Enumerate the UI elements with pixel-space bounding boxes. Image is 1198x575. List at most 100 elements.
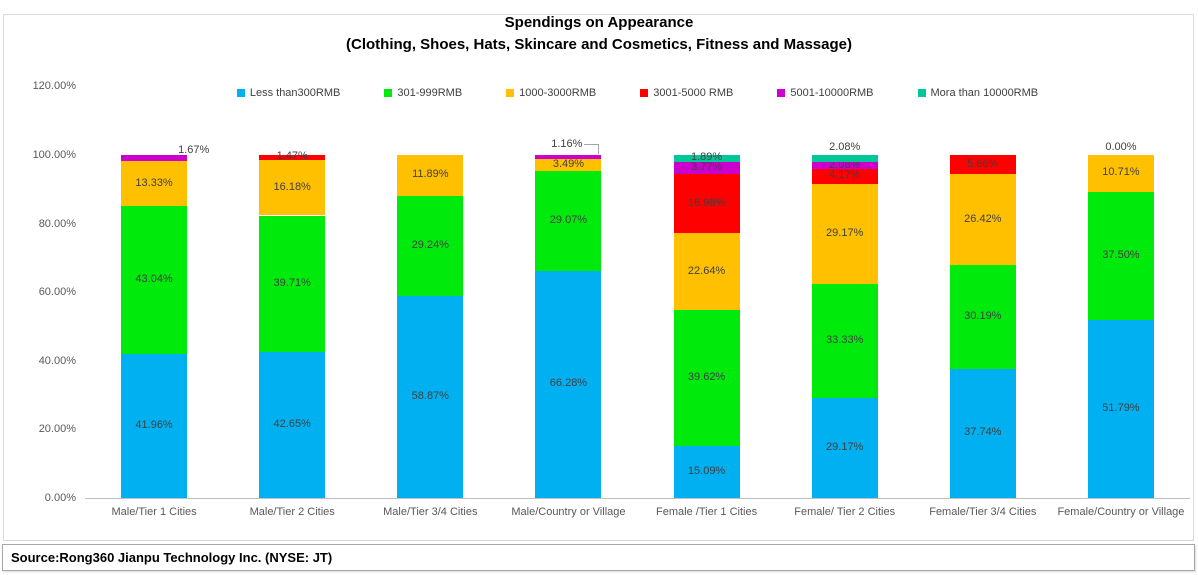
data-label: 58.87%: [411, 390, 449, 403]
y-axis-tick-label: 120.00%: [32, 80, 76, 93]
x-axis-category-label: Male/Tier 1 Cities: [111, 506, 197, 518]
data-label: 1.16%: [551, 138, 583, 150]
bar-segment: [535, 270, 602, 498]
data-label: 16.18%: [273, 180, 311, 193]
bar-segment: [673, 174, 740, 233]
bar-segment: [949, 265, 1016, 369]
data-label: 41.96%: [135, 419, 173, 432]
bar-segment: [673, 155, 740, 162]
bar-segment: [397, 296, 464, 498]
bar-segment: [1087, 191, 1154, 321]
bar-segment: [811, 169, 878, 184]
data-label: 26.42%: [964, 212, 1002, 225]
bar-segment: [949, 174, 1016, 265]
chart-title-line1: Spendings on Appearance: [504, 14, 694, 31]
legend-label: Mora than 10000RMB: [930, 87, 1039, 99]
chart-legend: Less than300RMB 301-999RMB 1000-3000RMB 300…: [85, 87, 1190, 99]
bar-segment: [673, 232, 740, 311]
bar-segment: [397, 155, 464, 196]
legend-label: 5001-10000RMB: [790, 87, 874, 99]
bar-segment: [811, 162, 878, 170]
legend-label: 1000-3000RMB: [519, 87, 597, 99]
legend-swatch-icon: [917, 89, 926, 97]
bar-segment: [121, 354, 188, 498]
data-label: 37.74%: [964, 426, 1002, 439]
data-label: 0.00%: [1105, 141, 1137, 153]
bar-segment: [397, 195, 464, 297]
bar-segment: [811, 283, 878, 398]
bar-segment: [673, 446, 740, 498]
x-axis-line: [85, 498, 1190, 499]
data-label: 10.71%: [1102, 166, 1140, 179]
legend-item: 301-999RMB: [384, 87, 462, 99]
data-label: 15.09%: [687, 465, 726, 478]
legend-item: 1000-3000RMB: [506, 87, 596, 99]
data-label: 13.33%: [135, 176, 173, 189]
bar-segment: [1087, 320, 1154, 498]
data-label: 1.67%: [178, 144, 210, 156]
data-label: 16.98%: [687, 196, 726, 209]
bar-segment: [673, 310, 740, 447]
data-label: 42.65%: [273, 417, 311, 430]
data-label: 22.64%: [687, 264, 726, 277]
label-callout-line: [584, 144, 600, 154]
chart-title: Spendings on Appearance (Clothing, Shoes…: [0, 12, 1198, 56]
data-label: 2.08%: [829, 141, 861, 153]
bar-segment: [949, 368, 1016, 498]
bar-segment: [811, 397, 878, 498]
y-axis-tick-label: 100.00%: [32, 149, 76, 161]
data-label: 3.77%: [690, 160, 723, 173]
chart-title-line2: (Clothing, Shoes, Hats, Skincare and Cos…: [346, 36, 852, 53]
data-label: 39.71%: [273, 276, 311, 289]
bar-segment: [535, 158, 602, 171]
data-label: 5.66%: [967, 157, 999, 170]
bar-segment: [121, 206, 188, 355]
bar-segment: [259, 160, 326, 216]
data-label: 29.17%: [826, 226, 864, 239]
data-label: 43.04%: [135, 273, 173, 286]
y-axis-tick-label: 0.00%: [44, 492, 76, 504]
x-axis-category-label: Male/Country or Village: [511, 506, 626, 518]
x-axis-category-label: Female/Tier 3/4 Cities: [929, 506, 1037, 518]
source-box: Source:Rong360 Jianpu Technology Inc. (N…: [2, 544, 1195, 571]
bar-segment: [259, 215, 326, 352]
data-label: 29.24%: [411, 238, 449, 251]
data-label: 37.50%: [1102, 249, 1140, 262]
data-label: 3.49%: [552, 157, 585, 170]
legend-swatch-icon: [236, 89, 245, 97]
bar-segment: [259, 351, 326, 498]
bar-segment: [535, 170, 602, 271]
x-axis-category-label: Female/Country or Village: [1057, 506, 1185, 518]
data-label: 33.33%: [826, 333, 864, 346]
source-text: Source:Rong360 Jianpu Technology Inc. (N…: [11, 550, 333, 565]
legend-item: 5001-10000RMB: [777, 87, 874, 99]
data-label: 29.07%: [549, 213, 588, 226]
legend-item: 3001-5000 RMB: [640, 87, 733, 99]
y-axis-tick-label: 20.00%: [38, 423, 76, 436]
bar-segment: [949, 154, 1016, 175]
data-label: 66.28%: [549, 377, 588, 390]
bar-segment: [259, 154, 326, 160]
data-label: 11.89%: [412, 168, 449, 181]
x-axis-category-label: Male/Tier 2 Cities: [249, 506, 335, 518]
legend-swatch-icon: [640, 89, 649, 97]
legend-label: 301-999RMB: [397, 87, 463, 99]
legend-item: Mora than 10000RMB: [917, 87, 1039, 99]
bar-segment: [811, 183, 878, 284]
data-label: 1.89%: [690, 151, 723, 164]
data-label: 39.62%: [687, 371, 726, 384]
y-axis-tick-label: 40.00%: [38, 354, 76, 367]
x-axis-category-label: Male/Tier 3/4 Cities: [383, 506, 478, 518]
bar-segment: [121, 160, 188, 207]
legend-swatch-icon: [506, 89, 515, 97]
bar-segment: [1087, 155, 1154, 192]
x-axis-category-label: Female /Tier 1 Cities: [656, 506, 758, 518]
data-label: 30.19%: [964, 309, 1002, 322]
legend-label: 3001-5000 RMB: [653, 87, 734, 99]
y-axis-tick-label: 80.00%: [38, 217, 76, 230]
legend-swatch-icon: [777, 89, 786, 97]
legend-label: Less than300RMB: [249, 87, 341, 99]
y-axis-tick-label: 60.00%: [38, 286, 76, 299]
bar-segment: [535, 155, 602, 159]
